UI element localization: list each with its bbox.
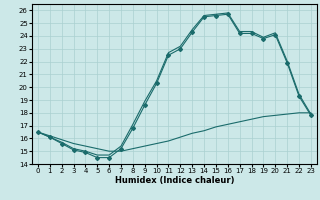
X-axis label: Humidex (Indice chaleur): Humidex (Indice chaleur) [115, 176, 234, 185]
